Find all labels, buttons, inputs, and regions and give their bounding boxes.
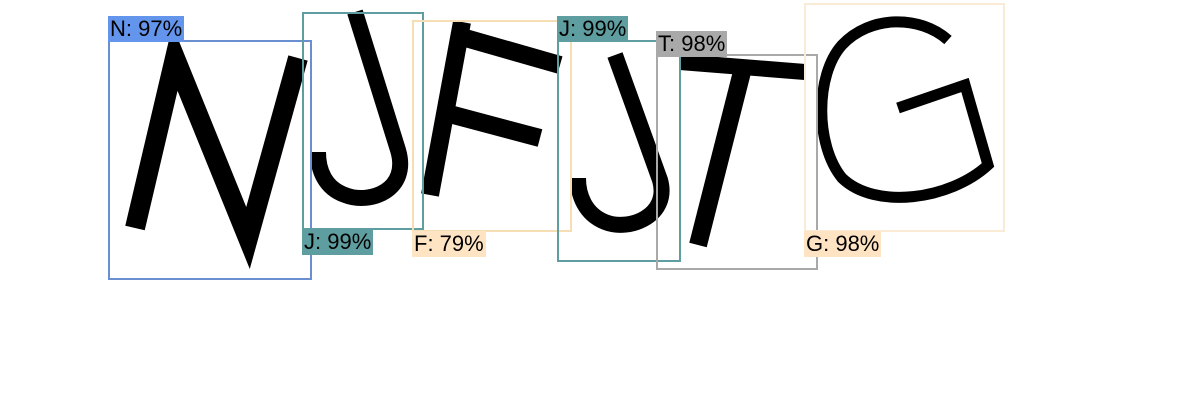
glyph-f-middle-bar xyxy=(439,103,543,147)
glyph-f-top-bar xyxy=(452,26,563,74)
detection-label-j-second: J: 99% xyxy=(557,16,629,42)
glyph-j-first xyxy=(310,9,409,206)
detection-label-t: T: 98% xyxy=(656,31,728,57)
detection-label-f: F: 79% xyxy=(412,231,486,257)
glyph-t-bar xyxy=(679,54,806,80)
detection-box-j-first xyxy=(302,12,424,230)
detection-box-n xyxy=(108,40,312,280)
detection-box-g xyxy=(804,3,1005,232)
detection-box-f xyxy=(412,20,572,232)
glyph-g xyxy=(816,16,995,203)
glyph-n xyxy=(125,25,308,269)
detection-label-g: G: 98% xyxy=(804,231,882,257)
detection-label-n: N: 97% xyxy=(108,16,185,42)
detection-box-t xyxy=(656,54,818,270)
glyph-j-second xyxy=(570,52,670,233)
glyph-t-stem xyxy=(689,65,752,248)
detection-label-j-first: J: 99% xyxy=(302,229,374,255)
